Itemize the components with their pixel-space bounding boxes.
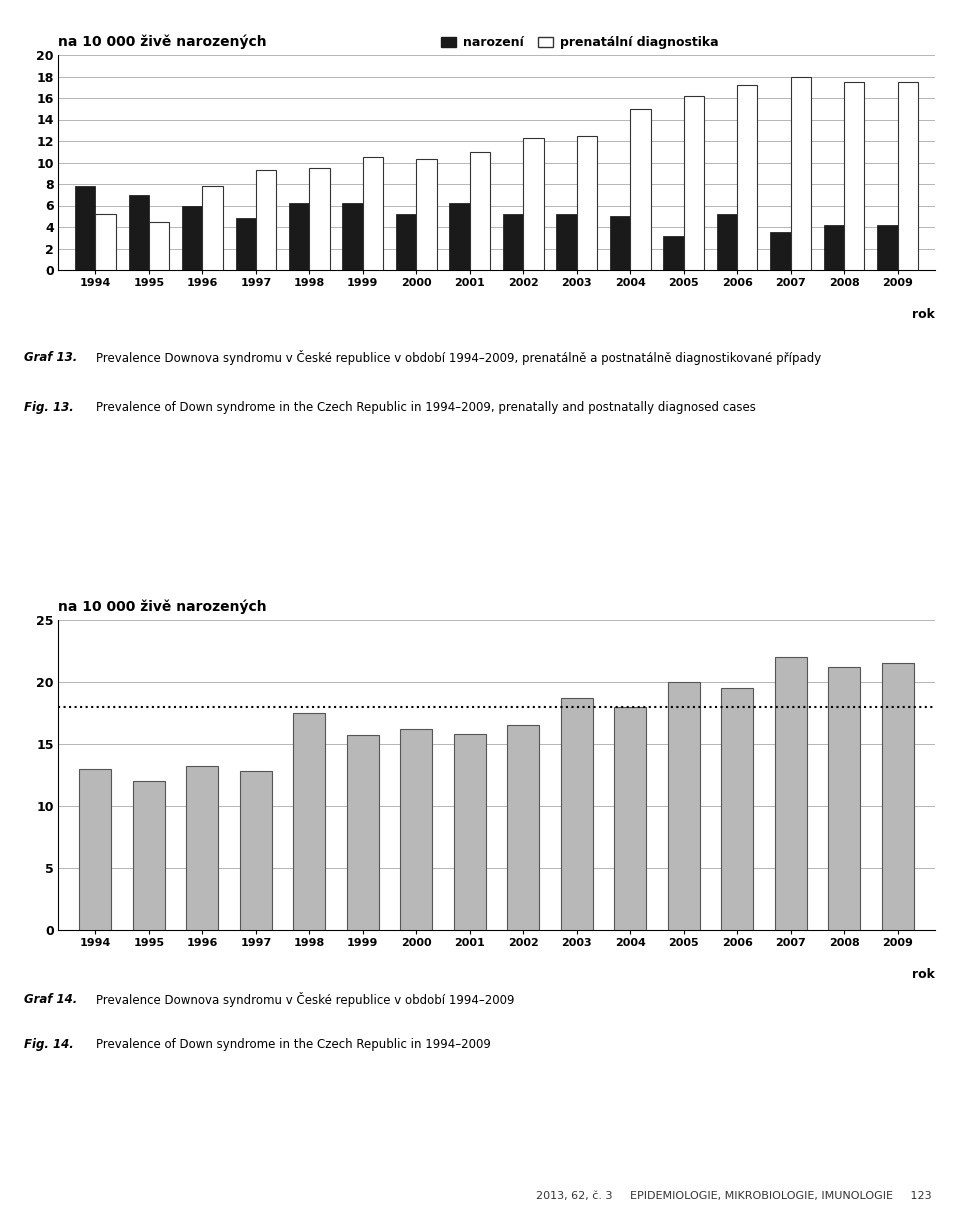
Bar <box>256 170 276 270</box>
Bar <box>577 136 597 270</box>
Bar <box>149 222 169 270</box>
Bar <box>129 195 149 270</box>
Bar <box>396 214 417 270</box>
Bar <box>400 729 432 930</box>
Text: rok: rok <box>912 308 935 321</box>
Bar <box>503 214 523 270</box>
Bar <box>881 664 914 930</box>
Bar <box>824 225 844 270</box>
Bar <box>877 225 898 270</box>
Bar <box>347 735 379 930</box>
Bar <box>828 667 860 930</box>
Bar <box>663 236 684 270</box>
Bar <box>235 218 256 270</box>
Bar <box>791 76 811 270</box>
Bar <box>240 771 272 930</box>
Bar <box>449 203 469 270</box>
Bar <box>343 203 363 270</box>
Text: Fig. 13.: Fig. 13. <box>24 401 74 413</box>
Text: Graf 13.: Graf 13. <box>24 350 77 363</box>
Bar <box>775 658 806 930</box>
Bar <box>610 217 630 270</box>
Bar <box>289 203 309 270</box>
Bar <box>309 168 329 270</box>
Bar <box>684 96 704 270</box>
Bar <box>523 138 543 270</box>
Text: Prevalence of Down syndrome in the Czech Republic in 1994–2009: Prevalence of Down syndrome in the Czech… <box>96 1038 491 1051</box>
Bar <box>469 151 491 270</box>
Bar <box>294 713 325 930</box>
Bar <box>717 214 737 270</box>
Bar <box>80 769 111 930</box>
Bar <box>770 233 791 270</box>
Text: Graf 14.: Graf 14. <box>24 993 77 1006</box>
Bar <box>898 82 918 270</box>
Bar <box>561 698 592 930</box>
Text: Prevalence of Down syndrome in the Czech Republic in 1994–2009, prenatally and p: Prevalence of Down syndrome in the Czech… <box>96 401 756 413</box>
Bar <box>182 206 203 270</box>
Bar <box>507 725 540 930</box>
Text: Prevalence Downova syndromu v České republice v období 1994–2009: Prevalence Downova syndromu v České repu… <box>96 992 515 1008</box>
Text: Fig. 14.: Fig. 14. <box>24 1038 74 1051</box>
Text: na 10 000 živě narozených: na 10 000 živě narozených <box>58 599 267 614</box>
Bar <box>630 109 651 270</box>
Bar <box>203 186 223 270</box>
Bar <box>614 707 646 930</box>
Bar <box>417 160 437 270</box>
Text: 2013, 62, č. 3     EPIDEMIOLOGIE, MIKROBIOLOGIE, IMUNOLOGIE     123: 2013, 62, č. 3 EPIDEMIOLOGIE, MIKROBIOLO… <box>536 1192 931 1201</box>
Bar <box>667 682 700 930</box>
Bar <box>75 186 95 270</box>
Bar <box>557 214 577 270</box>
Bar <box>844 82 864 270</box>
Bar <box>186 767 219 930</box>
Bar <box>721 688 754 930</box>
Bar <box>454 734 486 930</box>
Bar <box>737 85 757 270</box>
Bar <box>363 157 383 270</box>
Text: Prevalence Downova syndromu v České republice v období 1994–2009, prenatálně a p: Prevalence Downova syndromu v České repu… <box>96 350 821 365</box>
Bar <box>95 214 116 270</box>
Bar <box>132 781 165 930</box>
Legend: narození, prenatální diagnostika: narození, prenatální diagnostika <box>436 31 723 54</box>
Text: na 10 000 živě narozených: na 10 000 živě narozených <box>58 34 267 48</box>
Text: rok: rok <box>912 968 935 981</box>
